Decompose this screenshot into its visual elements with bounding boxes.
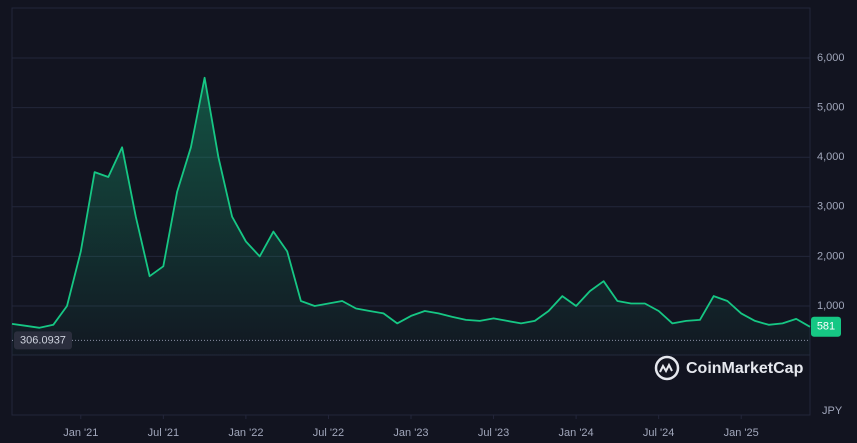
y-tick-label: 4,000 (817, 151, 845, 163)
y-tick-label: 1,000 (817, 300, 845, 312)
price-line (11, 76, 811, 329)
watermark-logo (654, 355, 680, 381)
y-tick-label: 6,000 (817, 52, 845, 64)
last-price-label: 581 (817, 321, 835, 333)
area (12, 77, 810, 356)
y-tick-label: 5,000 (817, 102, 845, 114)
x-tick-label: Jul '21 (148, 427, 179, 439)
baseline-badge (14, 331, 72, 350)
x-tick-label: Jul '23 (478, 427, 509, 439)
x-tick-label: Jan '24 (559, 427, 594, 439)
x-tick-label: Jan '22 (228, 427, 263, 439)
currency-label: JPY (822, 405, 843, 417)
x-tick-label: Jan '21 (63, 427, 98, 439)
watermark: CoinMarketCap (686, 360, 804, 377)
last-price-badge (811, 316, 841, 337)
x-tick-label: Jul '22 (313, 427, 344, 439)
baseline-label: 306.0937 (20, 334, 66, 346)
x-tick-label: Jul '24 (643, 427, 674, 439)
x-tick-label: Jan '23 (393, 427, 428, 439)
x-tick-label: Jan '25 (724, 427, 759, 439)
y-tick-label: 2,000 (817, 250, 845, 262)
y-tick-label: 3,000 (817, 201, 845, 213)
